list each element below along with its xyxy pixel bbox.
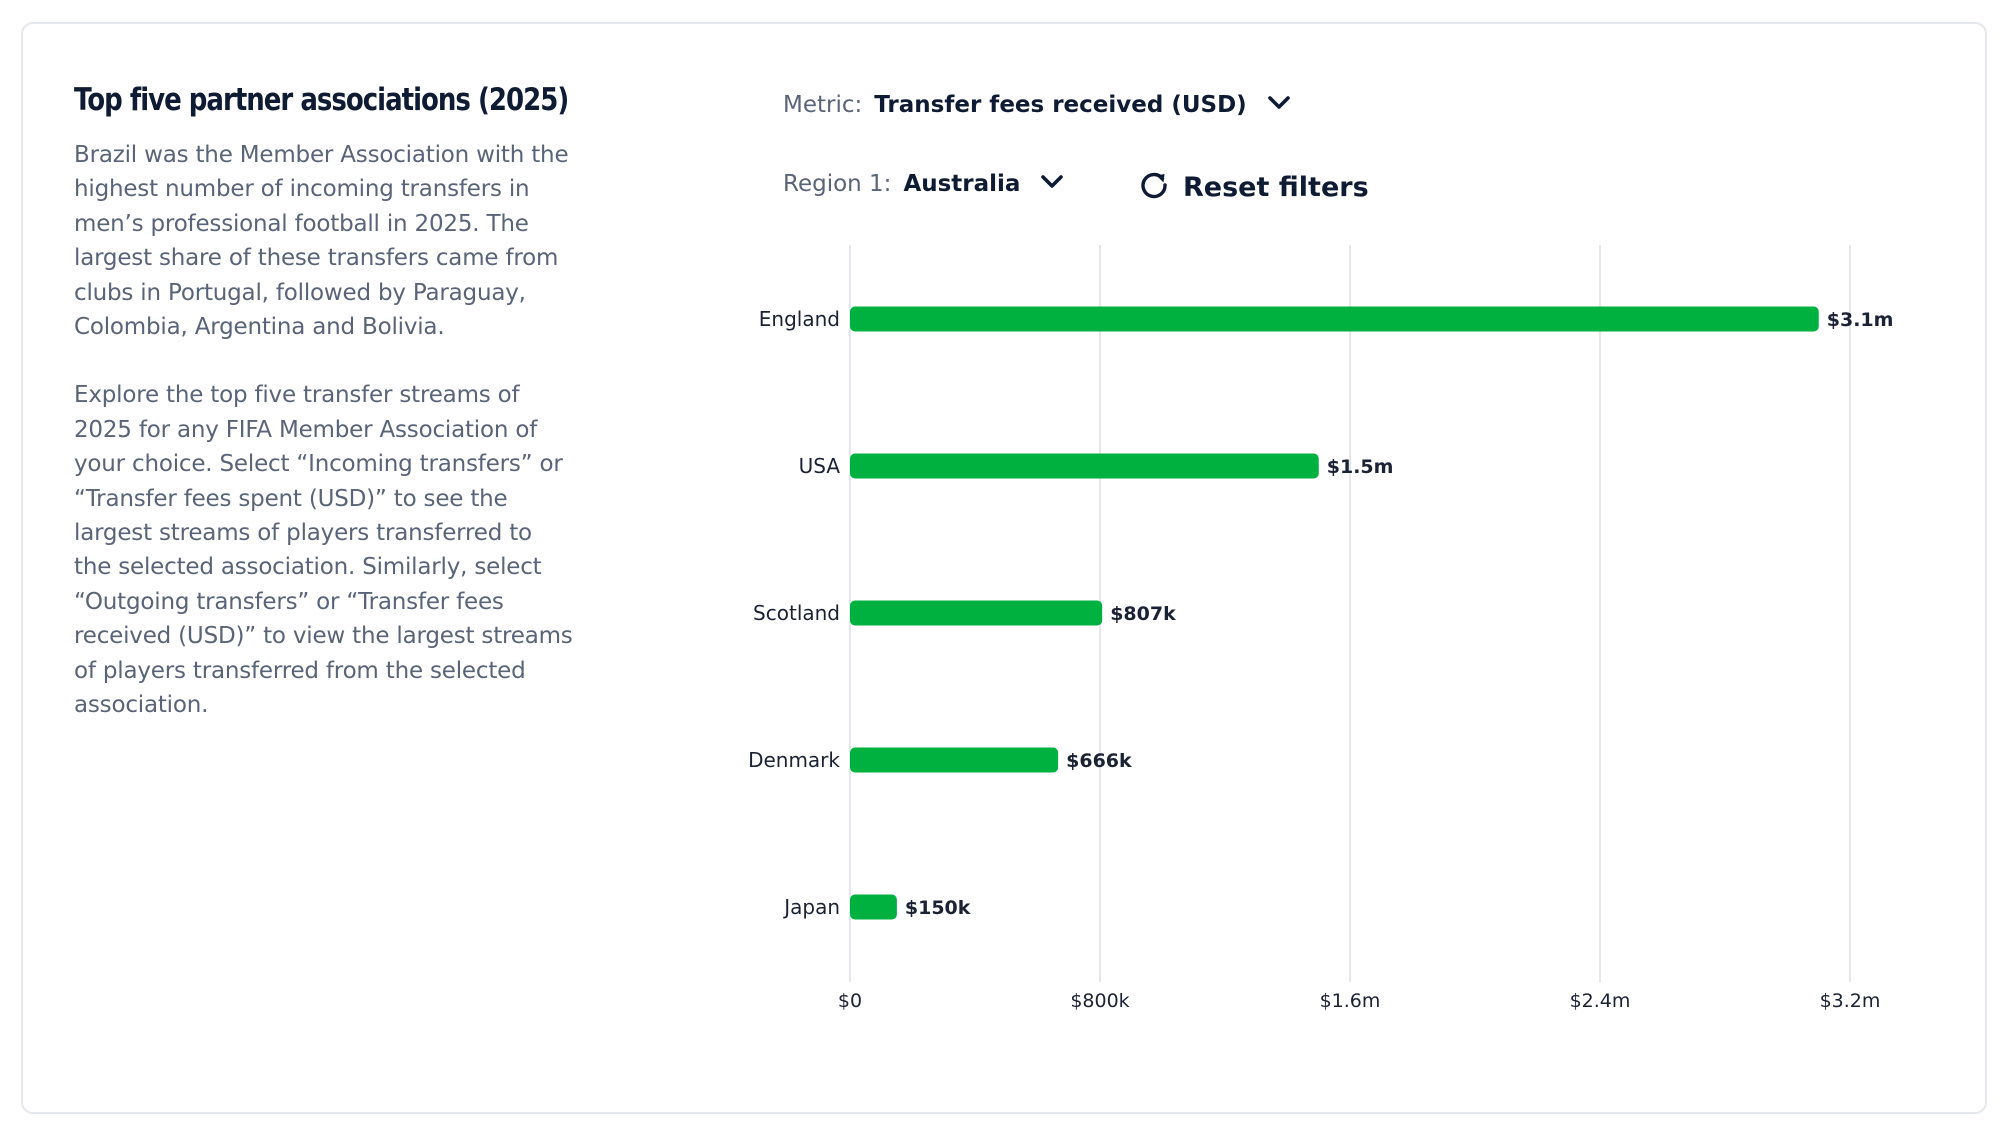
category-label: Denmark xyxy=(748,748,840,772)
category-label: Scotland xyxy=(753,601,840,625)
bar[interactable] xyxy=(850,894,897,920)
data-label: $3.1m xyxy=(1827,309,1894,331)
intro-paragraph: Brazil was the Member Association with t… xyxy=(74,142,569,341)
region-filter: Region 1: Australia xyxy=(783,171,1064,197)
bar[interactable] xyxy=(850,306,1819,332)
chart-card xyxy=(21,22,1987,1114)
region-select[interactable]: Australia xyxy=(903,171,1021,197)
chevron-down-icon[interactable] xyxy=(1040,174,1064,194)
reset-filters-button[interactable]: Reset filters xyxy=(1139,170,1369,204)
category-label: Japan xyxy=(782,895,840,919)
intro-panel: Top five partner associations (2025) Bra… xyxy=(74,80,574,723)
data-label: $1.5m xyxy=(1327,456,1394,478)
bar[interactable] xyxy=(850,453,1319,479)
category-label: England xyxy=(759,307,840,331)
data-label: $666k xyxy=(1066,750,1132,772)
bar[interactable] xyxy=(850,600,1103,626)
chevron-down-icon[interactable] xyxy=(1267,95,1291,115)
chart-grid xyxy=(849,245,1851,982)
chart-bars: England $3.1m USA $1.5m Scotland $807k Denmark… xyxy=(748,306,1894,920)
x-tick-label: $2.4m xyxy=(1570,990,1631,1012)
bar[interactable] xyxy=(850,747,1059,773)
data-label: $150k xyxy=(905,897,971,919)
x-tick-label: $0 xyxy=(838,990,862,1012)
region-label: Region 1: xyxy=(783,171,892,197)
instructions-paragraph: Explore the top five transfer streams of… xyxy=(74,382,573,719)
metric-select[interactable]: Transfer fees received (USD) xyxy=(874,92,1247,118)
metric-label: Metric: xyxy=(783,92,863,118)
reset-filters-label: Reset filters xyxy=(1183,171,1369,203)
page-title: Top five partner associations (2025) xyxy=(74,82,569,118)
data-label: $807k xyxy=(1110,603,1176,625)
metric-filter: Metric: Transfer fees received (USD) xyxy=(783,92,1291,118)
category-label: USA xyxy=(799,454,841,478)
x-tick-label: $1.6m xyxy=(1320,990,1381,1012)
x-tick-label: $800k xyxy=(1070,990,1129,1012)
refresh-icon xyxy=(1139,170,1169,204)
chart-x-axis: $0 $800k $1.6m $2.4m $3.2m xyxy=(838,990,1881,1012)
x-tick-label: $3.2m xyxy=(1820,990,1881,1012)
